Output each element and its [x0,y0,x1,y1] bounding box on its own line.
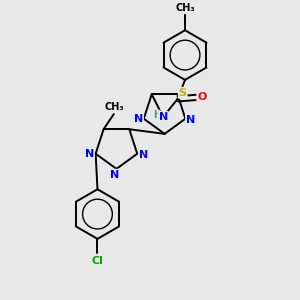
Text: O: O [197,92,207,102]
Text: N: N [158,112,168,122]
Text: CH₃: CH₃ [175,3,195,14]
Text: N: N [186,115,195,125]
Text: N: N [110,170,120,180]
Text: S: S [179,88,187,98]
Text: N: N [139,150,148,160]
Text: Cl: Cl [92,256,104,266]
Text: CH₃: CH₃ [105,102,124,112]
Text: N: N [85,149,94,159]
Text: H: H [153,110,161,121]
Text: N: N [134,114,143,124]
